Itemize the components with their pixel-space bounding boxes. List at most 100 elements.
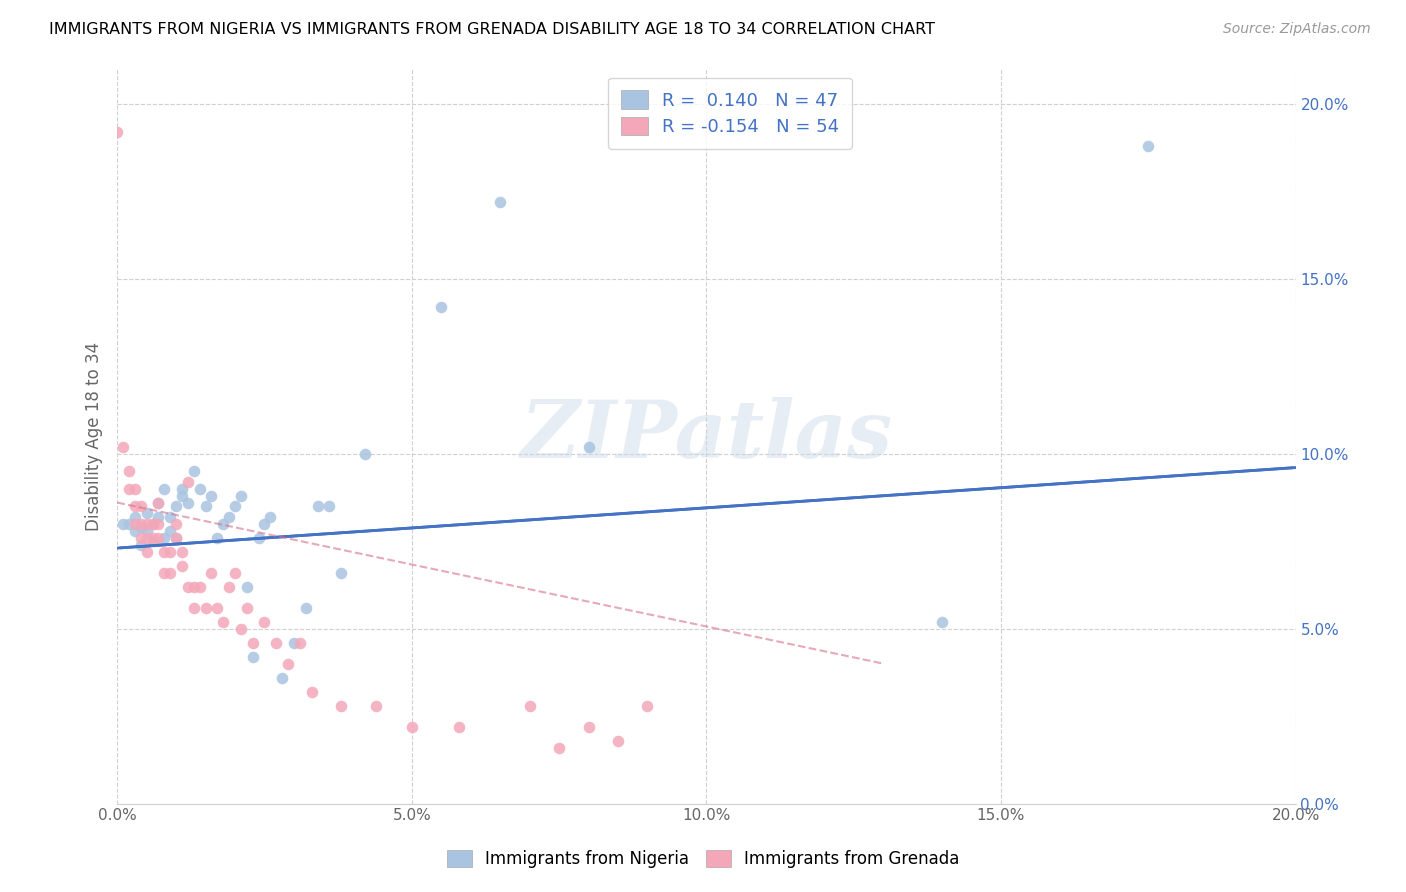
Point xyxy=(283,635,305,649)
Point xyxy=(578,440,600,454)
Point xyxy=(148,531,170,545)
Point xyxy=(141,534,163,549)
Point xyxy=(229,489,252,503)
Point xyxy=(165,499,187,513)
Point xyxy=(124,499,146,513)
Point xyxy=(637,698,659,713)
Point xyxy=(224,566,246,580)
Point xyxy=(519,698,541,713)
Point xyxy=(170,482,193,496)
Text: IMMIGRANTS FROM NIGERIA VS IMMIGRANTS FROM GRENADA DISABILITY AGE 18 TO 34 CORRE: IMMIGRANTS FROM NIGERIA VS IMMIGRANTS FR… xyxy=(49,22,935,37)
Point xyxy=(153,544,176,558)
Point xyxy=(177,475,200,489)
Point xyxy=(124,509,146,524)
Point xyxy=(578,720,600,734)
Point xyxy=(194,499,217,513)
Point xyxy=(165,516,187,531)
Point xyxy=(1137,138,1160,153)
Point xyxy=(153,531,176,545)
Point xyxy=(277,657,299,671)
Point xyxy=(170,489,193,503)
Point xyxy=(253,516,276,531)
Point xyxy=(135,524,157,538)
Point xyxy=(141,531,163,545)
Point xyxy=(218,509,240,524)
Point xyxy=(141,516,163,531)
Point xyxy=(159,509,181,524)
Point xyxy=(318,499,340,513)
Point xyxy=(112,516,135,531)
Point xyxy=(129,499,152,513)
Text: ZIPatlas: ZIPatlas xyxy=(520,397,893,475)
Point xyxy=(170,544,193,558)
Point xyxy=(447,720,470,734)
Point xyxy=(129,538,152,552)
Y-axis label: Disability Age 18 to 34: Disability Age 18 to 34 xyxy=(86,342,103,531)
Point xyxy=(118,464,141,478)
Point xyxy=(188,580,211,594)
Point xyxy=(242,635,264,649)
Point xyxy=(118,516,141,531)
Point xyxy=(148,516,170,531)
Point xyxy=(105,124,128,138)
Point xyxy=(177,495,200,509)
Point xyxy=(207,600,229,615)
Point xyxy=(135,531,157,545)
Point xyxy=(200,489,222,503)
Point xyxy=(153,482,176,496)
Point xyxy=(118,482,141,496)
Point xyxy=(112,440,135,454)
Point xyxy=(212,615,235,629)
Point xyxy=(129,516,152,531)
Point xyxy=(236,600,259,615)
Point xyxy=(148,495,170,509)
Legend: R =  0.140   N = 47, R = -0.154   N = 54: R = 0.140 N = 47, R = -0.154 N = 54 xyxy=(607,78,852,149)
Point xyxy=(207,531,229,545)
Point xyxy=(183,580,205,594)
Point xyxy=(153,566,176,580)
Point xyxy=(931,615,953,629)
Point xyxy=(165,531,187,545)
Point xyxy=(242,649,264,664)
Point xyxy=(159,566,181,580)
Point xyxy=(129,531,152,545)
Point xyxy=(135,506,157,520)
Point xyxy=(401,720,423,734)
Point xyxy=(259,509,281,524)
Point xyxy=(224,499,246,513)
Point xyxy=(148,495,170,509)
Point xyxy=(330,698,353,713)
Point xyxy=(135,516,157,531)
Point xyxy=(194,600,217,615)
Point xyxy=(229,622,252,636)
Point xyxy=(165,531,187,545)
Point xyxy=(183,464,205,478)
Point xyxy=(177,580,200,594)
Point xyxy=(200,566,222,580)
Point xyxy=(353,446,375,460)
Point xyxy=(212,516,235,531)
Point xyxy=(253,615,276,629)
Point xyxy=(236,580,259,594)
Point xyxy=(188,482,211,496)
Point xyxy=(330,566,353,580)
Text: Source: ZipAtlas.com: Source: ZipAtlas.com xyxy=(1223,22,1371,37)
Point xyxy=(218,580,240,594)
Point xyxy=(183,600,205,615)
Point xyxy=(135,544,157,558)
Point xyxy=(607,733,630,747)
Point xyxy=(548,740,571,755)
Point xyxy=(170,558,193,573)
Point xyxy=(301,684,323,698)
Point xyxy=(124,524,146,538)
Point xyxy=(294,600,316,615)
Legend: Immigrants from Nigeria, Immigrants from Grenada: Immigrants from Nigeria, Immigrants from… xyxy=(440,843,966,875)
Point xyxy=(288,635,311,649)
Point xyxy=(247,531,270,545)
Point xyxy=(148,509,170,524)
Point xyxy=(489,194,512,209)
Point xyxy=(264,635,287,649)
Point xyxy=(129,520,152,534)
Point xyxy=(430,300,453,314)
Point xyxy=(307,499,329,513)
